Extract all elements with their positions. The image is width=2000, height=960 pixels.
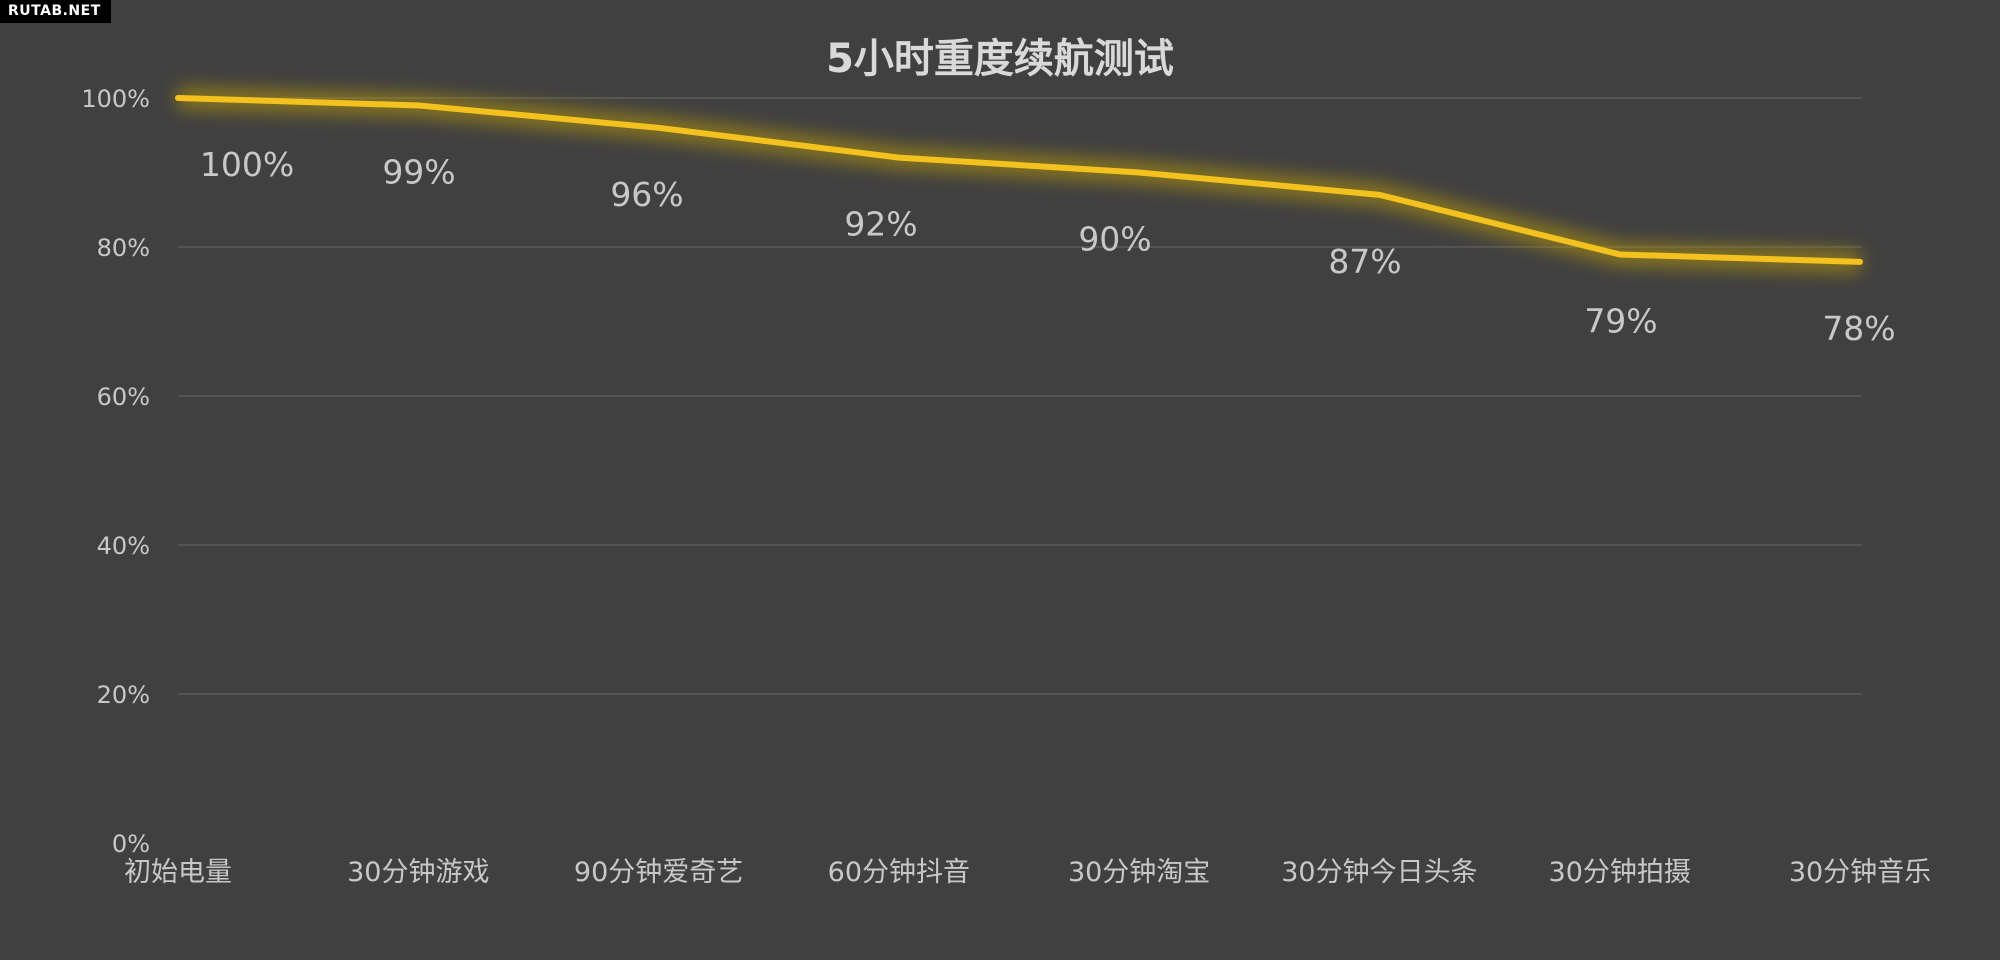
series-line bbox=[175, 95, 1863, 265]
data-label: 79% bbox=[1584, 301, 1657, 340]
x-tick-label: 60分钟抖音 bbox=[828, 857, 970, 888]
x-tick-label: 90分钟爱奇艺 bbox=[574, 857, 743, 888]
x-tick-label: 初始电量 bbox=[124, 857, 232, 888]
x-tick-label: 30分钟今日头条 bbox=[1281, 857, 1477, 888]
data-label: 100% bbox=[200, 145, 294, 184]
data-label: 92% bbox=[844, 205, 917, 244]
data-labels: 100% 99% 96% 92% 90% 87% 79% 78% bbox=[200, 145, 1896, 348]
x-tick-label: 30分钟音乐 bbox=[1789, 857, 1931, 888]
x-axis-tick-labels: 初始电量 30分钟游戏 90分钟爱奇艺 60分钟抖音 30分钟淘宝 30分钟今日头条 30分… bbox=[124, 857, 1931, 888]
y-tick-label: 100% bbox=[81, 85, 150, 113]
x-tick-label: 30分钟游戏 bbox=[347, 857, 489, 888]
data-label: 96% bbox=[610, 175, 683, 214]
watermark-logo: RUTAB.NET bbox=[0, 0, 111, 23]
y-tick-label: 20% bbox=[97, 681, 150, 709]
data-label: 87% bbox=[1328, 242, 1401, 281]
data-label: 78% bbox=[1822, 309, 1895, 348]
y-axis-tick-labels: 0% 20% 40% 60% 80% 100% bbox=[81, 85, 150, 858]
x-tick-label: 30分钟拍摄 bbox=[1549, 857, 1691, 888]
y-tick-label: 0% bbox=[112, 830, 150, 858]
data-label: 99% bbox=[382, 152, 455, 191]
y-tick-label: 40% bbox=[97, 532, 150, 560]
data-label: 90% bbox=[1078, 220, 1151, 259]
x-tick-label: 30分钟淘宝 bbox=[1068, 857, 1210, 888]
series-line-group bbox=[175, 87, 1863, 273]
chart-title: 5小时重度续航测试 bbox=[826, 36, 1174, 82]
y-tick-label: 60% bbox=[97, 383, 150, 411]
y-tick-label: 80% bbox=[97, 234, 150, 262]
